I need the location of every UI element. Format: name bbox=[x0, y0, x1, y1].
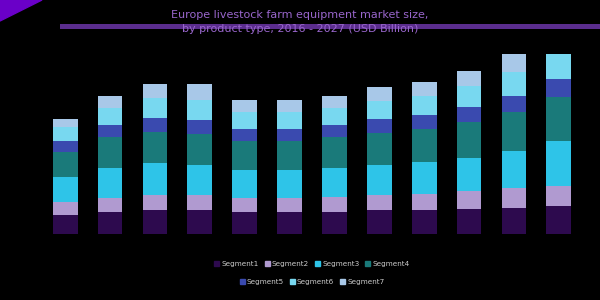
Bar bbox=[502, 95, 526, 112]
Bar bbox=[277, 100, 302, 112]
Bar bbox=[322, 137, 347, 167]
Bar bbox=[187, 134, 212, 165]
Bar bbox=[143, 131, 167, 164]
Bar bbox=[547, 31, 571, 51]
Bar bbox=[232, 212, 257, 234]
Bar bbox=[502, 54, 526, 72]
Bar bbox=[143, 164, 167, 195]
Bar bbox=[457, 209, 481, 234]
Bar bbox=[547, 185, 571, 206]
Bar bbox=[187, 100, 212, 121]
Bar bbox=[367, 101, 392, 119]
Bar bbox=[98, 95, 122, 108]
Bar bbox=[502, 72, 526, 95]
Bar bbox=[53, 128, 77, 141]
Bar bbox=[502, 112, 526, 151]
Bar bbox=[502, 208, 526, 234]
Bar bbox=[53, 152, 77, 177]
Bar bbox=[457, 191, 481, 209]
Bar bbox=[53, 141, 77, 152]
Bar bbox=[547, 97, 571, 141]
Bar bbox=[53, 214, 77, 234]
Bar bbox=[187, 121, 212, 134]
Bar bbox=[457, 70, 481, 86]
Bar bbox=[98, 108, 122, 124]
Bar bbox=[277, 170, 302, 198]
Bar bbox=[53, 202, 77, 214]
Bar bbox=[98, 212, 122, 234]
Bar bbox=[187, 195, 212, 211]
Bar bbox=[53, 177, 77, 202]
Bar bbox=[98, 124, 122, 137]
Bar bbox=[232, 129, 257, 141]
Bar bbox=[98, 198, 122, 212]
Bar bbox=[457, 106, 481, 122]
Bar bbox=[322, 124, 347, 137]
Bar bbox=[187, 165, 212, 195]
Bar bbox=[143, 85, 167, 98]
Bar bbox=[143, 195, 167, 211]
Bar bbox=[367, 87, 392, 101]
Bar bbox=[367, 119, 392, 133]
Bar bbox=[412, 211, 437, 234]
Bar bbox=[412, 115, 437, 129]
Bar bbox=[277, 141, 302, 170]
Bar bbox=[53, 119, 77, 128]
Polygon shape bbox=[0, 0, 42, 21]
Bar bbox=[367, 133, 392, 165]
Bar bbox=[367, 165, 392, 195]
Bar bbox=[412, 82, 437, 95]
Bar bbox=[547, 51, 571, 79]
Bar bbox=[232, 112, 257, 129]
Bar bbox=[232, 100, 257, 112]
Bar bbox=[502, 188, 526, 208]
Bar bbox=[412, 95, 437, 115]
Bar bbox=[367, 211, 392, 234]
Bar bbox=[277, 112, 302, 129]
Bar bbox=[412, 194, 437, 211]
Bar bbox=[277, 212, 302, 234]
Bar bbox=[412, 162, 437, 194]
Bar bbox=[367, 195, 392, 211]
Bar bbox=[502, 151, 526, 188]
Bar bbox=[412, 129, 437, 162]
Bar bbox=[277, 198, 302, 212]
Bar bbox=[322, 108, 347, 124]
Bar bbox=[187, 85, 212, 100]
Bar bbox=[232, 198, 257, 212]
Bar bbox=[547, 141, 571, 185]
Bar bbox=[143, 118, 167, 131]
Bar bbox=[322, 167, 347, 196]
Bar bbox=[322, 212, 347, 234]
Bar bbox=[143, 211, 167, 234]
Bar bbox=[187, 211, 212, 234]
Bar bbox=[322, 95, 347, 108]
Bar bbox=[547, 206, 571, 234]
Bar bbox=[143, 98, 167, 118]
Legend: Segment5, Segment6, Segment7: Segment5, Segment6, Segment7 bbox=[238, 277, 386, 286]
Bar bbox=[322, 196, 347, 212]
Bar bbox=[457, 158, 481, 191]
Bar bbox=[277, 129, 302, 141]
Bar bbox=[98, 167, 122, 198]
Bar bbox=[232, 141, 257, 170]
Bar bbox=[232, 170, 257, 198]
Bar bbox=[457, 86, 481, 106]
Text: Europe livestock farm equipment market size,
by product type, 2016 - 2027 (USD B: Europe livestock farm equipment market s… bbox=[172, 11, 428, 34]
Bar bbox=[457, 122, 481, 158]
Bar bbox=[98, 137, 122, 167]
Bar bbox=[547, 79, 571, 97]
